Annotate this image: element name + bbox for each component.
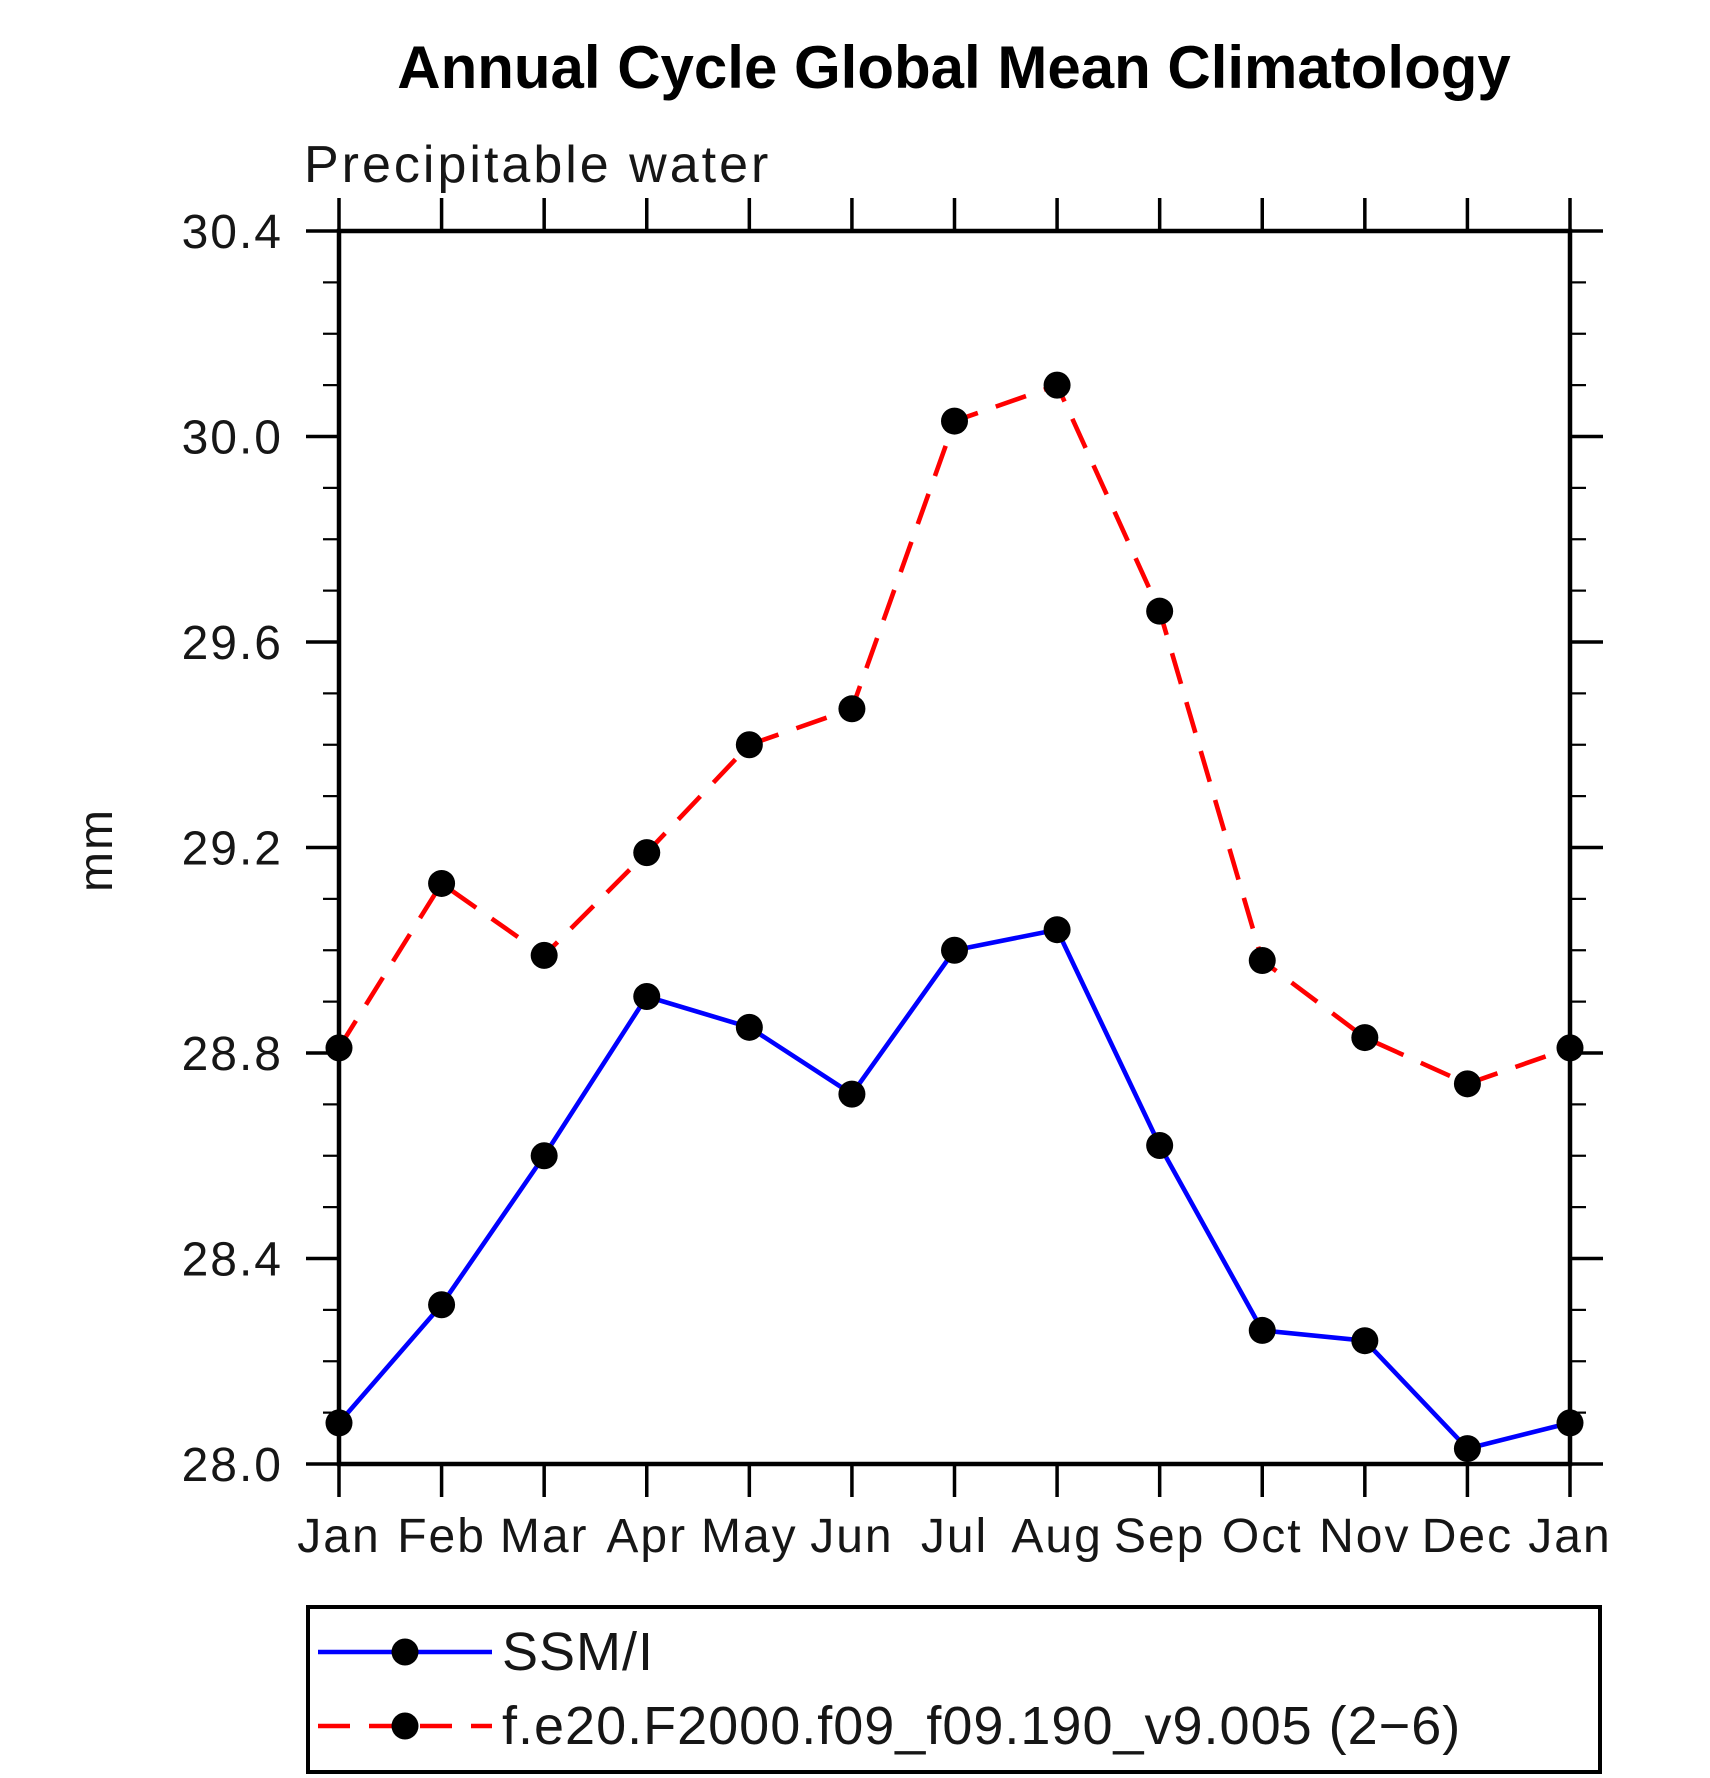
- x-tick-label: Dec: [1422, 1510, 1513, 1563]
- data-point-marker: [1043, 371, 1071, 399]
- data-point-marker: [325, 1034, 353, 1062]
- legend-entry-ssmi: SSM/I: [318, 1622, 654, 1682]
- series-lines: [325, 371, 1584, 1463]
- x-tick-label: Nov: [1319, 1510, 1410, 1563]
- data-point-marker: [1043, 916, 1071, 944]
- x-tick-label: Mar: [500, 1510, 589, 1563]
- data-point-marker: [633, 982, 661, 1010]
- data-point-marker: [1351, 1024, 1379, 1052]
- data-point-marker: [838, 695, 866, 723]
- data-point-marker: [1248, 1316, 1276, 1344]
- legend-marker-dot: [391, 1638, 419, 1666]
- data-point-marker: [1351, 1327, 1379, 1355]
- legend-box: [306, 1605, 1602, 1774]
- y-axis-unit-label: mm: [70, 808, 123, 892]
- x-tick-label: Sep: [1114, 1510, 1205, 1563]
- legend-entry-model: f.e20.F2000.f09_f09.190_v9.005 (2−6): [318, 1696, 1461, 1756]
- data-point-marker: [1556, 1034, 1584, 1062]
- data-point-marker: [633, 839, 661, 867]
- data-point-marker: [1146, 1131, 1174, 1159]
- data-point-marker: [428, 1291, 456, 1319]
- data-point-marker: [428, 869, 456, 897]
- series-line-1: [337, 382, 1571, 1087]
- y-tick-labels: 28.0 28.4 28.8 29.2 29.6 30.0 30.4: [182, 206, 283, 1492]
- legend-label-ssmi: SSM/I: [502, 1622, 654, 1682]
- data-point-marker: [1556, 1409, 1584, 1437]
- x-tick-label: Jan: [1528, 1510, 1611, 1563]
- y-tick-label: 28.0: [182, 1439, 283, 1492]
- data-point-marker: [735, 1013, 763, 1041]
- y-tick-label: 29.2: [182, 823, 283, 876]
- x-tick-label: Aug: [1011, 1510, 1102, 1563]
- x-tick-labels: Jan Feb Mar Apr May Jun Jul Aug Sep Oct Nov Dec Jan: [297, 1510, 1611, 1563]
- legend-label-model: f.e20.F2000.f09_f09.190_v9.005 (2−6): [502, 1696, 1461, 1756]
- x-tick-label: Jul: [921, 1510, 988, 1563]
- data-point-marker: [941, 936, 968, 964]
- data-point-marker: [1453, 1435, 1481, 1463]
- y-tick-label: 29.6: [182, 617, 283, 670]
- data-point-marker: [735, 731, 763, 759]
- data-point-marker: [838, 1080, 866, 1108]
- data-point-marker: [325, 1409, 353, 1437]
- y-axis-ticks: [306, 229, 1603, 1466]
- x-tick-label: Apr: [606, 1510, 687, 1563]
- y-tick-label: 30.4: [182, 206, 283, 259]
- x-tick-label: Jan: [297, 1510, 380, 1563]
- chart-subtitle: Precipitable water: [304, 136, 771, 194]
- x-tick-label: Feb: [397, 1510, 486, 1563]
- data-point-marker: [530, 1142, 558, 1170]
- data-point-marker: [530, 941, 558, 969]
- y-tick-label: 28.4: [182, 1234, 283, 1287]
- y-tick-label: 28.8: [182, 1028, 283, 1081]
- data-point-marker: [941, 407, 968, 435]
- x-axis-ticks: [337, 198, 1572, 1497]
- legend-marker-dot: [391, 1712, 419, 1740]
- x-tick-label: Jun: [810, 1510, 893, 1563]
- series-line-0: [337, 927, 1571, 1451]
- data-point-marker: [1248, 947, 1276, 975]
- x-tick-label: Oct: [1222, 1510, 1303, 1563]
- legend: SSM/I f.e20.F2000.f09_f09.190_v9.005 (2−…: [306, 1605, 1602, 1774]
- x-tick-label: May: [701, 1510, 798, 1563]
- chart-title: Annual Cycle Global Mean Climatology: [397, 34, 1511, 101]
- y-tick-label: 30.0: [182, 412, 283, 465]
- data-point-marker: [1453, 1070, 1481, 1098]
- data-point-marker: [1146, 597, 1174, 625]
